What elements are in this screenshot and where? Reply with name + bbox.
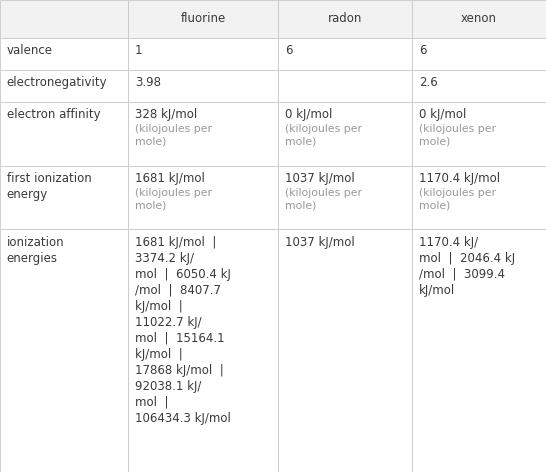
Text: 6: 6 [419,44,426,57]
Text: 1037 kJ/mol: 1037 kJ/mol [285,172,355,185]
Bar [0,38,128,70]
Bar [412,102,546,166]
Bar [412,0,546,38]
Bar [412,38,546,70]
Bar [278,38,412,70]
Bar [0,166,128,229]
Bar [128,229,278,472]
Text: 1681 kJ/mol: 1681 kJ/mol [135,172,205,185]
Text: 1681 kJ/mol  |
3374.2 kJ/
mol  |  6050.4 kJ
/mol  |  8407.7
kJ/mol  |
11022.7 kJ: 1681 kJ/mol | 3374.2 kJ/ mol | 6050.4 kJ… [135,236,231,424]
Bar [0,229,128,472]
Bar [128,102,278,166]
Text: valence: valence [7,44,52,57]
Text: electron affinity: electron affinity [7,108,100,121]
Text: 1: 1 [135,44,143,57]
Text: 1037 kJ/mol: 1037 kJ/mol [285,236,355,249]
Text: 2.6: 2.6 [419,76,437,89]
Text: (kilojoules per
mole): (kilojoules per mole) [135,124,212,146]
Text: 3.98: 3.98 [135,76,161,89]
Text: fluorine: fluorine [181,12,226,25]
Text: radon: radon [328,12,363,25]
Text: ionization
energies: ionization energies [7,236,64,264]
Bar [412,229,546,472]
Bar [128,38,278,70]
Text: electronegativity: electronegativity [7,76,107,89]
Text: (kilojoules per
mole): (kilojoules per mole) [135,188,212,210]
Bar [128,166,278,229]
Text: (kilojoules per
mole): (kilojoules per mole) [419,188,496,210]
Bar [0,102,128,166]
Text: 328 kJ/mol: 328 kJ/mol [135,108,197,121]
Text: 6: 6 [285,44,293,57]
Bar [128,70,278,102]
Text: first ionization
energy: first ionization energy [7,172,91,201]
Bar [278,229,412,472]
Text: 0 kJ/mol: 0 kJ/mol [419,108,466,121]
Text: 1170.4 kJ/
mol  |  2046.4 kJ
/mol  |  3099.4
kJ/mol: 1170.4 kJ/ mol | 2046.4 kJ /mol | 3099.4… [419,236,515,296]
Bar [412,166,546,229]
Bar [128,0,278,38]
Text: 1170.4 kJ/mol: 1170.4 kJ/mol [419,172,500,185]
Bar [278,70,412,102]
Bar [412,70,546,102]
Bar [0,0,128,38]
Text: (kilojoules per
mole): (kilojoules per mole) [285,188,362,210]
Bar [278,102,412,166]
Text: (kilojoules per
mole): (kilojoules per mole) [419,124,496,146]
Bar [0,70,128,102]
Bar [278,166,412,229]
Text: 0 kJ/mol: 0 kJ/mol [285,108,333,121]
Text: xenon: xenon [461,12,497,25]
Text: (kilojoules per
mole): (kilojoules per mole) [285,124,362,146]
Bar [278,0,412,38]
